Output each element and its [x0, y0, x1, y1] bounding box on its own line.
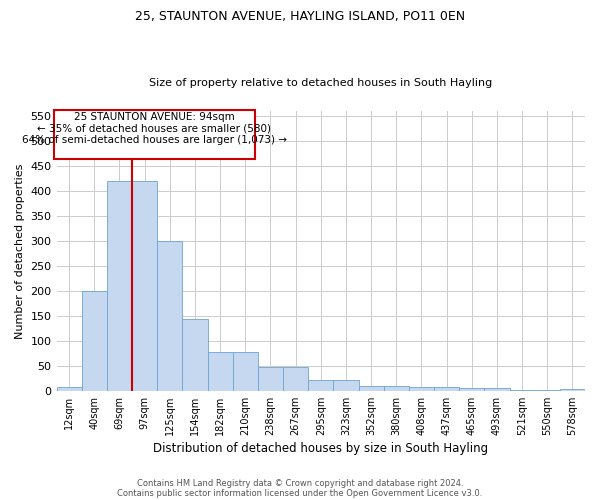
- Bar: [157, 241, 182, 391]
- Text: 25 STAUNTON AVENUE: 94sqm: 25 STAUNTON AVENUE: 94sqm: [74, 112, 235, 122]
- Bar: [560, 390, 585, 391]
- Text: ← 35% of detached houses are smaller (580): ← 35% of detached houses are smaller (58…: [37, 124, 271, 134]
- Bar: [182, 320, 208, 391]
- Text: 25, STAUNTON AVENUE, HAYLING ISLAND, PO11 0EN: 25, STAUNTON AVENUE, HAYLING ISLAND, PO1…: [135, 10, 465, 23]
- Text: Contains public sector information licensed under the Open Government Licence v3: Contains public sector information licen…: [118, 488, 482, 498]
- Bar: [283, 367, 308, 391]
- Bar: [208, 352, 233, 391]
- Bar: [258, 367, 283, 391]
- Bar: [359, 386, 383, 391]
- Title: Size of property relative to detached houses in South Hayling: Size of property relative to detached ho…: [149, 78, 493, 88]
- Bar: [233, 352, 258, 391]
- Y-axis label: Number of detached properties: Number of detached properties: [15, 163, 25, 338]
- Bar: [434, 387, 459, 391]
- Bar: [107, 181, 132, 391]
- FancyBboxPatch shape: [54, 110, 255, 158]
- Bar: [308, 380, 334, 391]
- Bar: [132, 181, 157, 391]
- Bar: [383, 386, 409, 391]
- Text: 64% of semi-detached houses are larger (1,073) →: 64% of semi-detached houses are larger (…: [22, 135, 287, 145]
- Bar: [334, 380, 359, 391]
- Text: Contains HM Land Registry data © Crown copyright and database right 2024.: Contains HM Land Registry data © Crown c…: [137, 478, 463, 488]
- Bar: [56, 387, 82, 391]
- Bar: [409, 387, 434, 391]
- Bar: [459, 388, 484, 391]
- X-axis label: Distribution of detached houses by size in South Hayling: Distribution of detached houses by size …: [153, 442, 488, 455]
- Bar: [484, 388, 509, 391]
- Bar: [82, 291, 107, 391]
